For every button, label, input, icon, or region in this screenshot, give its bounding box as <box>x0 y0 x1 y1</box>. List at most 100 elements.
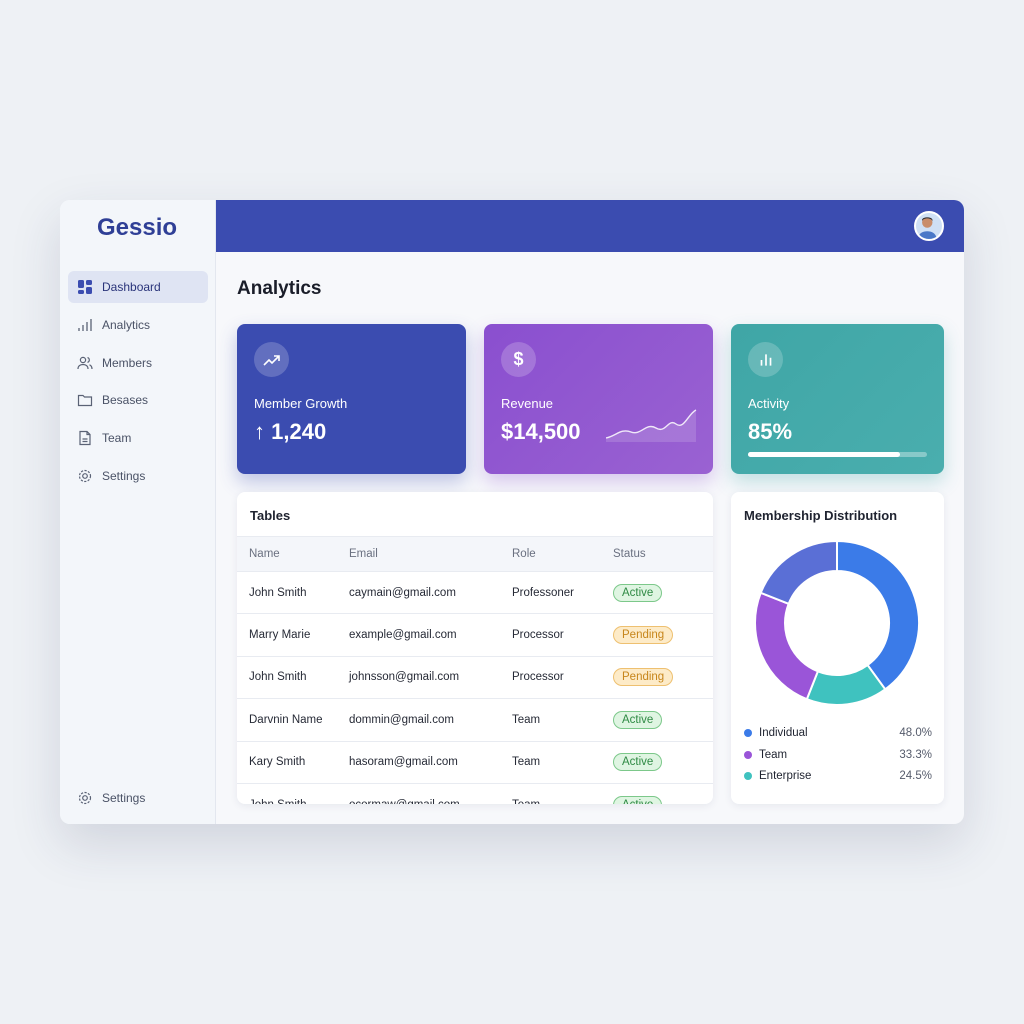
role-cell: Team <box>512 783 613 804</box>
sidebar-item-label: Analytics <box>102 318 151 332</box>
card-value: $14,500 <box>501 419 581 444</box>
status-badge: Pending <box>613 626 674 645</box>
card-label: Revenue <box>501 396 554 411</box>
page-title: Analytics <box>237 278 322 299</box>
chart-title: Membership Distribution <box>744 508 898 523</box>
legend-label: Enterprise <box>759 770 812 782</box>
sidebar-item-besases[interactable]: Besases <box>68 384 208 416</box>
status-badge: Active <box>613 753 663 772</box>
role-cell: Processor <box>512 613 613 657</box>
activity-progress-bar <box>748 452 927 457</box>
email-cell: hasoram@gmail.com <box>349 741 512 784</box>
members-table: Name Email Role Status John Smith caymain@gma… <box>237 536 713 804</box>
card-value: 85% <box>748 419 793 444</box>
document-icon <box>79 430 91 446</box>
sidebar-item-label: Besases <box>102 393 149 407</box>
sidebar-item-settings[interactable]: Settings <box>68 460 208 492</box>
legend-dot <box>744 750 752 759</box>
column-header[interactable]: Role <box>512 536 613 572</box>
role-cell: Team <box>512 698 613 742</box>
legend-value: 48.0% <box>899 727 932 739</box>
legend-dot <box>744 772 752 780</box>
column-header[interactable]: Status <box>613 536 713 572</box>
status-badge: Active <box>613 710 663 729</box>
dollar-icon: $ <box>501 342 536 377</box>
members-table-panel: Tables Name Email Role Status John Smith caym… <box>237 492 713 804</box>
table-row[interactable]: Marry Marie example@gmail.com Processor Pen… <box>237 613 713 657</box>
legend-dot <box>744 729 752 737</box>
folder-icon <box>77 394 93 407</box>
legend-item: Team 33.3% <box>744 749 932 761</box>
legend-label: Team <box>759 748 788 761</box>
user-avatar-icon <box>917 217 937 239</box>
donut-chart <box>754 539 920 706</box>
status-badge: Active <box>613 583 663 602</box>
donut-slice <box>754 591 820 701</box>
revenue-card: $ Revenue $14,500 <box>484 324 713 474</box>
activity-card: Activity 85% <box>731 324 944 474</box>
email-cell: johnsson@gmail.com <box>349 656 512 700</box>
logo: Gessio <box>97 214 178 241</box>
revenue-sparkline <box>606 409 697 442</box>
gear-icon <box>78 791 92 805</box>
table-row[interactable]: John Smith caymain@gmail.com Professoner Ac… <box>237 571 713 615</box>
sidebar-item-label: Settings <box>102 469 146 483</box>
sidebar-item-dashboard[interactable]: Dashboard <box>68 271 208 303</box>
card-value: ↑ 1,240 <box>254 419 326 445</box>
app-window: Gessio Dashboard Analytics Members Besas… <box>60 200 964 824</box>
sidebar-footer-settings[interactable]: Settings <box>68 782 208 814</box>
membership-distribution-panel: Membership Distribution Individual 48.0% T… <box>731 492 944 804</box>
top-header <box>216 200 964 252</box>
status-cell: Active <box>613 698 713 742</box>
email-cell: dommin@gmail.com <box>349 698 512 742</box>
donut-slice <box>759 539 838 606</box>
name-cell: John Smith <box>237 656 349 700</box>
email-cell: example@gmail.com <box>349 613 512 657</box>
legend-label: Individual <box>759 727 808 739</box>
column-header[interactable]: Email <box>349 536 512 572</box>
bar-chart-icon <box>78 319 92 331</box>
member-growth-card: Member Growth ↑ 1,240 <box>237 324 466 474</box>
name-cell: John Smith <box>237 783 349 804</box>
role-cell: Professoner <box>512 571 613 615</box>
column-header[interactable]: Name <box>237 536 349 572</box>
card-label: Member Growth <box>254 396 348 411</box>
email-cell: caymain@gmail.com <box>349 571 512 615</box>
name-cell: Marry Marie <box>237 613 349 657</box>
sidebar-item-label: Dashboard <box>102 280 161 294</box>
name-cell: Kary Smith <box>237 741 349 784</box>
status-cell: Active <box>613 571 713 615</box>
users-icon <box>77 356 93 370</box>
panel-title: Tables <box>250 508 291 523</box>
name-cell: John Smith <box>237 571 349 615</box>
legend-item: Enterprise 24.5% <box>744 770 932 782</box>
sidebar-item-members[interactable]: Members <box>68 347 208 379</box>
trending-up-icon <box>254 342 289 377</box>
name-cell: Darvnin Name <box>237 698 349 742</box>
arrow-up-icon: ↑ <box>254 419 272 444</box>
status-cell: Pending <box>613 656 713 700</box>
dashboard-icon <box>78 280 92 294</box>
role-cell: Team <box>512 741 613 784</box>
table-row[interactable]: Kary Smith hasoram@gmail.com Team Active <box>237 741 713 784</box>
sidebar-item-label: Team <box>102 431 132 445</box>
table-row[interactable]: John Smith johnsson@gmail.com Processor Pen… <box>237 656 713 700</box>
legend-value: 33.3% <box>899 748 932 761</box>
bar-chart-icon <box>748 342 783 377</box>
status-cell: Active <box>613 741 713 784</box>
status-cell: Pending <box>613 613 713 657</box>
status-cell: Active <box>613 783 713 804</box>
legend-item: Individual 48.0% <box>744 727 932 739</box>
sidebar-item-analytics[interactable]: Analytics <box>68 309 208 341</box>
sidebar: Gessio Dashboard Analytics Members Besas… <box>60 200 216 824</box>
avatar[interactable] <box>914 211 944 241</box>
legend-value: 24.5% <box>899 770 932 782</box>
sidebar-item-team[interactable]: Team <box>68 422 208 454</box>
sidebar-item-label: Members <box>102 356 153 370</box>
gear-icon <box>78 469 92 483</box>
donut-slice <box>836 539 920 691</box>
card-value-text: 1,240 <box>271 419 327 444</box>
card-label: Activity <box>748 396 790 411</box>
table-row[interactable]: Darvnin Name dommin@gmail.com Team Active <box>237 698 713 742</box>
